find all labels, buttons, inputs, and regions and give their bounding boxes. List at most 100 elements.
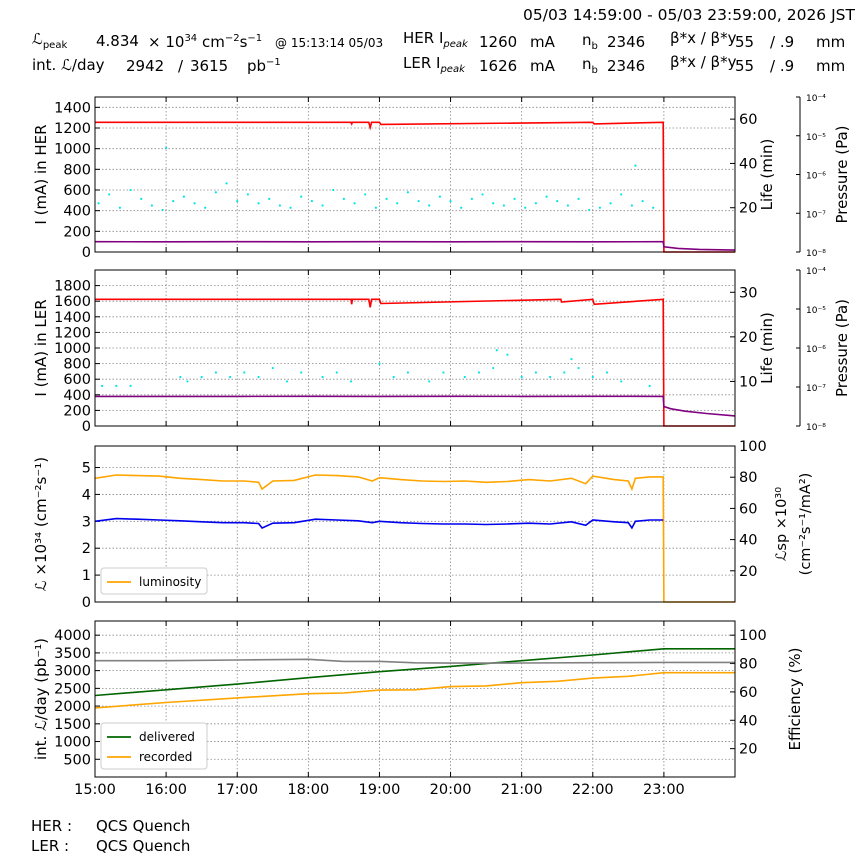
scatter-point <box>182 195 185 198</box>
scatter-point <box>417 199 420 203</box>
x-tick-label: 23:00 <box>643 782 685 798</box>
x-tick-label: 20:00 <box>430 782 472 798</box>
scatter-point <box>605 371 609 374</box>
plot-frame <box>94 445 736 603</box>
y-right-tick-label: 60 <box>739 501 757 517</box>
scatter-point <box>534 202 537 205</box>
scatter-point <box>406 191 409 194</box>
her-status-label: HER : <box>31 817 73 835</box>
y-right-tick-label: 40 <box>739 156 757 172</box>
scatter-point <box>460 206 463 209</box>
her-beta-x: 55 <box>735 33 755 51</box>
y-right-tick-label: 30 <box>739 285 757 301</box>
pressure-tick-label: 10⁻⁵ <box>806 133 826 143</box>
scatter-point <box>246 193 249 196</box>
scatter-point <box>214 191 217 194</box>
plot-frame <box>94 96 736 253</box>
y-tick-label: 400 <box>63 388 91 404</box>
y-tick-label: 800 <box>63 162 91 178</box>
scatter-point <box>321 375 324 379</box>
pressure-tick-label: 10⁻⁷ <box>806 384 826 394</box>
scatter-point <box>442 371 445 374</box>
scatter-point <box>310 199 313 203</box>
scatter-point <box>289 206 292 209</box>
scatter-point <box>598 206 601 209</box>
plot-frame <box>94 269 736 427</box>
y-tick-label: 1500 <box>54 717 91 733</box>
y-right-tick-label: 60 <box>739 685 757 701</box>
pressure-axis-label: Pressure (Pa) <box>833 125 851 223</box>
scatter-point <box>214 371 217 374</box>
scatter-point <box>140 197 143 200</box>
x-tick-label: 18:00 <box>287 782 329 798</box>
pressure-tick-label: 10⁻⁴ <box>806 94 826 104</box>
scatter-point <box>609 202 612 205</box>
scatter-point <box>236 199 239 203</box>
ler-beta-label: β*x / β*y <box>670 53 737 71</box>
y-tick-label: 3000 <box>54 664 91 680</box>
scatter-point <box>278 204 281 207</box>
scatter-point <box>97 202 100 205</box>
y-tick-label: 0 <box>82 419 91 435</box>
y-tick-label: 200 <box>63 224 91 240</box>
scatter-point <box>204 206 207 209</box>
ler-ipeak-unit: mA <box>530 57 555 75</box>
y-tick-label: 1200 <box>54 325 91 341</box>
ler-nb-value: 2346 <box>607 57 646 75</box>
lpeak-unit: × 1034 cm−2s−1 <box>148 33 263 51</box>
scatter-point <box>570 358 573 361</box>
scatter-point <box>349 380 353 383</box>
scatter-point <box>481 193 484 196</box>
scatter-point <box>577 366 580 370</box>
scatter-point <box>524 206 527 209</box>
scatter-point <box>641 199 644 203</box>
time-range: 05/03 14:59:00 - 05/03 23:59:00, 2026 JS… <box>523 6 855 24</box>
y-tick-label: 2000 <box>54 699 91 715</box>
ler-status-label: LER : <box>31 837 70 855</box>
ler-beta-unit: mm <box>816 57 846 75</box>
y-tick-label: 5 <box>82 461 91 477</box>
series-line <box>94 648 735 697</box>
scatter-point <box>342 197 345 200</box>
lpeak-value: 4.834 <box>96 32 139 50</box>
scatter-point <box>108 193 111 196</box>
scatter-point <box>179 375 182 379</box>
pressure-tick-label: 10⁻⁸ <box>806 423 826 433</box>
scatter-point <box>502 204 505 207</box>
scatter-point <box>428 380 431 383</box>
scatter-point <box>406 371 409 374</box>
pressure-tick-label: 10⁻⁷ <box>806 210 826 220</box>
y-right-tick-label: 20 <box>739 201 757 217</box>
scatter-point <box>271 366 274 370</box>
scatter-point <box>200 375 203 379</box>
scatter-point <box>129 384 132 387</box>
series-line <box>94 474 735 603</box>
y-right-tick-label: 80 <box>739 470 757 486</box>
y-tick-label: 2 <box>82 541 91 557</box>
scatter-point <box>300 371 303 374</box>
ler-beta-y: / .9 <box>770 57 795 75</box>
y-tick-label: 1800 <box>54 279 91 295</box>
scatter-point <box>438 195 441 198</box>
y-tick-label: 600 <box>63 183 91 199</box>
series-line <box>94 240 736 251</box>
pressure-tick-label: 10⁻⁶ <box>806 345 826 355</box>
her-ipeak-unit: mA <box>530 33 555 51</box>
y-tick-label: 4000 <box>54 628 91 644</box>
scatter-point <box>392 375 395 379</box>
scatter-point <box>101 384 104 387</box>
scatter-point <box>353 202 356 205</box>
y-tick-label: 1600 <box>54 294 91 310</box>
scatter-point <box>506 353 509 356</box>
y-tick-label: 400 <box>63 204 91 220</box>
legend-label: luminosity <box>139 575 201 589</box>
scatter-point <box>492 366 495 370</box>
scatter-point <box>513 197 516 200</box>
y-right-tick-label: 20 <box>739 742 757 758</box>
y-axis-label: ℒ ×10³⁴ (cm⁻²s⁻¹) <box>32 457 50 591</box>
scatter-point <box>285 380 289 383</box>
scatter-point <box>634 164 637 167</box>
y-tick-label: 1200 <box>54 121 91 137</box>
legend-label: delivered <box>139 730 195 744</box>
y-right-axis-label: ℒsp ×10³⁰ <box>774 487 790 561</box>
